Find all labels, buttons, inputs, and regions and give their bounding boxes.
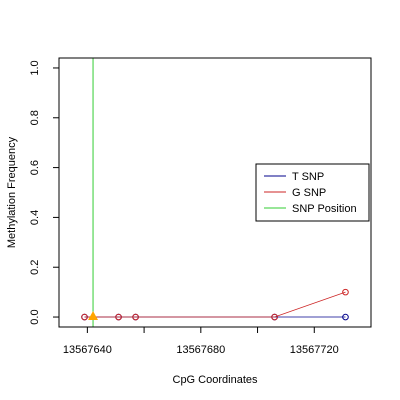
y-tick-label: 1.0 bbox=[29, 60, 41, 75]
snp-position-marker bbox=[88, 311, 99, 321]
legend-label: T SNP bbox=[292, 171, 324, 183]
plot-layer bbox=[81, 58, 349, 327]
legend-label: G SNP bbox=[292, 187, 326, 199]
g-snp-point bbox=[81, 313, 88, 321]
legend: T SNP G SNP SNP Position bbox=[255, 163, 370, 222]
y-tick-label: 0.6 bbox=[29, 160, 41, 175]
t-snp-point bbox=[342, 313, 349, 321]
g-snp-point bbox=[342, 288, 349, 296]
g-snp-point bbox=[115, 313, 122, 321]
y-axis-title: Methylation Frequency bbox=[6, 136, 18, 248]
y-axis: 0.0 0.2 0.4 0.6 0.8 1.0 bbox=[29, 60, 60, 325]
g-snp-point bbox=[132, 313, 139, 321]
x-tick-label: 13567720 bbox=[290, 344, 339, 356]
legend-label: SNP Position bbox=[292, 203, 357, 215]
y-tick-label: 0.0 bbox=[29, 309, 41, 324]
series-line-g-snp bbox=[84, 291, 346, 318]
x-tick-label: 13567640 bbox=[63, 344, 112, 356]
g-snp-point bbox=[271, 313, 278, 321]
x-axis-title: CpG Coordinates bbox=[173, 374, 258, 386]
y-tick-label: 0.8 bbox=[29, 110, 41, 125]
y-tick-label: 0.2 bbox=[29, 260, 41, 275]
x-tick-label: 13567680 bbox=[176, 344, 225, 356]
y-tick-label: 0.4 bbox=[29, 210, 41, 225]
x-axis: 13567640 13567680 13567720 bbox=[63, 326, 339, 356]
